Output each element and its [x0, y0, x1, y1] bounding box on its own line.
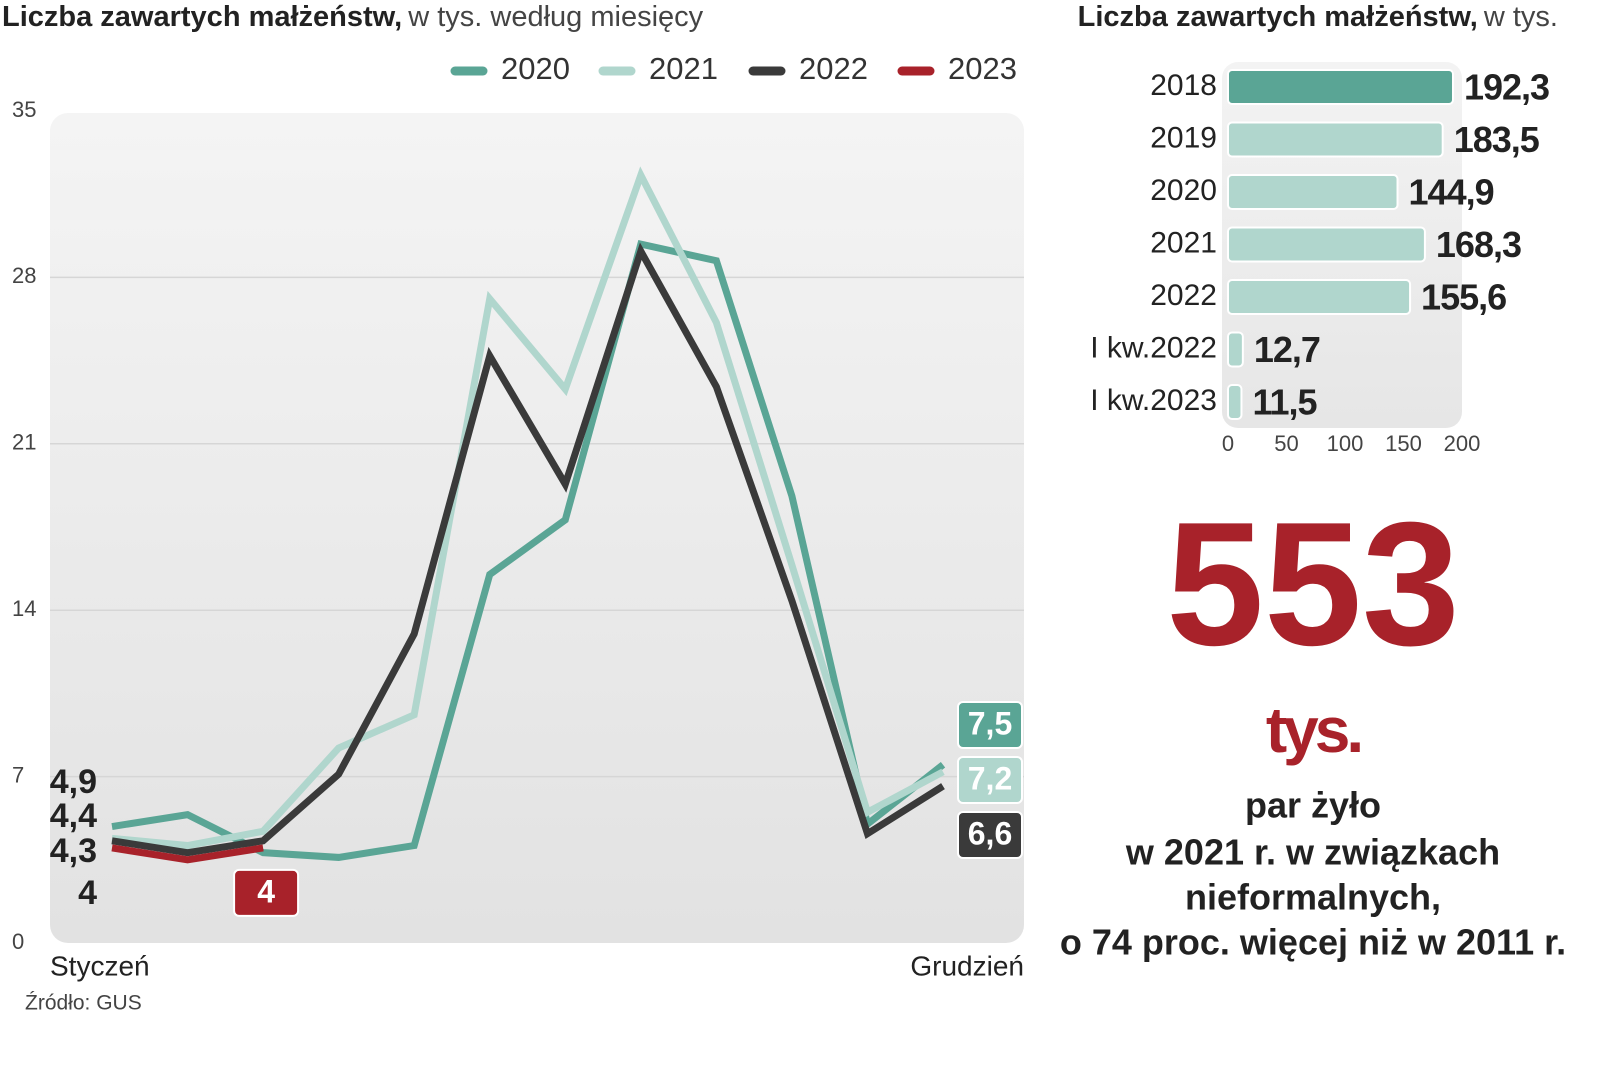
- value-label: 6,6: [968, 815, 1012, 851]
- category-label: 2021: [1150, 226, 1217, 259]
- subtitle: w tys.: [1483, 1, 1558, 33]
- bar: [1227, 384, 1243, 420]
- x-tick-label: 100: [1327, 431, 1364, 456]
- value-label-box: [957, 811, 1023, 859]
- value-label: 12,7: [1254, 329, 1320, 370]
- bar: [1227, 174, 1399, 210]
- value-label: 183,5: [1454, 119, 1540, 160]
- value-label: 4,4: [50, 797, 97, 835]
- category-label: I kw.2023: [1090, 384, 1217, 417]
- value-label-box: [233, 868, 300, 917]
- x-tick-label: 0: [1222, 431, 1234, 456]
- value-label: 7,5: [968, 705, 1012, 741]
- category-label: 2019: [1150, 121, 1217, 154]
- legend-label: 2021: [649, 51, 718, 86]
- legend-label: 2023: [948, 51, 1017, 86]
- x-tick-label: Grudzień: [910, 950, 1024, 981]
- legend-label: 2020: [501, 51, 570, 86]
- callout-unit: tys.: [1266, 694, 1361, 766]
- value-label: 144,9: [1409, 172, 1494, 213]
- x-tick-label: 150: [1385, 431, 1422, 456]
- title: Liczba zawartych małżeństw,: [1078, 1, 1478, 33]
- category-label: I kw.2022: [1090, 331, 1217, 364]
- bar: [1227, 69, 1454, 105]
- legend-label: 2022: [799, 51, 868, 86]
- series-line: [111, 844, 264, 864]
- value-label-box: [957, 701, 1023, 749]
- value-label: 155,6: [1421, 277, 1506, 318]
- value-label-box: [957, 756, 1023, 804]
- callout-text: nieformalnych,: [1185, 877, 1441, 918]
- category-label: 2018: [1150, 69, 1217, 102]
- bar: [1227, 121, 1444, 158]
- y-tick-label: 0: [12, 929, 24, 954]
- subtitle: w tys. według miesięcy: [407, 1, 703, 33]
- plot-background: [50, 113, 1024, 943]
- x-tick-label: Styczeń: [50, 950, 150, 981]
- value-label: 4: [257, 873, 275, 909]
- y-tick-label: 14: [12, 596, 36, 621]
- value-label: 7,2: [968, 760, 1012, 796]
- bar: [1227, 331, 1244, 368]
- category-label: 2022: [1150, 279, 1217, 312]
- value-label: 192,3: [1464, 67, 1549, 108]
- bar-chart-title: Liczba zawartych małżeństw, w tys.: [1078, 1, 1558, 33]
- source: Źródło: GUS: [25, 992, 142, 1015]
- callout-text: par żyło: [1245, 785, 1381, 826]
- value-label: 168,3: [1436, 224, 1521, 265]
- bar: [1227, 226, 1426, 263]
- title: Liczba zawartych małżeństw,: [2, 1, 402, 33]
- category-label: 2020: [1150, 174, 1217, 207]
- value-label: 4,3: [50, 832, 97, 870]
- line-chart-title: Liczba zawartych małżeństw, w tys. według…: [2, 1, 704, 33]
- callout-text: w 2021 r. w związkach: [1125, 832, 1500, 873]
- series-line: [111, 166, 945, 850]
- y-tick-label: 7: [12, 762, 24, 787]
- value-label: 11,5: [1252, 382, 1317, 423]
- series-line: [111, 239, 946, 861]
- y-tick-label: 21: [12, 430, 36, 455]
- callout-number: 553: [1166, 486, 1460, 682]
- x-tick-label: 50: [1274, 431, 1298, 456]
- callout-text: o 74 proc. więcej niż w 2011 r.: [1060, 922, 1566, 963]
- bar: [1227, 279, 1412, 315]
- series-line: [111, 242, 945, 857]
- value-label: 4: [78, 874, 97, 912]
- value-label: 4,9: [50, 763, 97, 801]
- y-tick-label: 35: [12, 97, 36, 122]
- y-tick-label: 28: [12, 263, 36, 288]
- x-tick-label: 200: [1444, 431, 1481, 456]
